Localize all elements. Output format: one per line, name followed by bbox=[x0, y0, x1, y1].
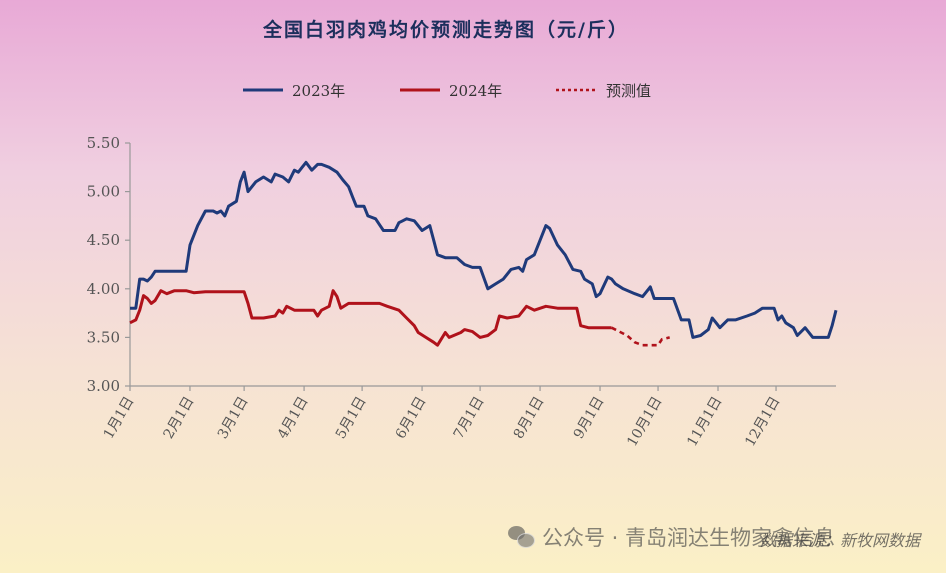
y-tick-label: 4.00 bbox=[87, 280, 120, 298]
y-tick-label: 5.50 bbox=[87, 134, 120, 152]
chart-title: 全国白羽肉鸡均价预测走势图（元/斤） bbox=[262, 18, 629, 41]
legend-label-2023: 2023年 bbox=[292, 82, 345, 100]
legend: 2023年 2024年 预测值 bbox=[243, 82, 651, 100]
y-tick-label: 3.50 bbox=[87, 328, 120, 346]
x-tick-label: 4月1日 bbox=[275, 394, 312, 442]
y-ticks: 3.00 3.50 4.00 4.50 5.00 5.50 bbox=[87, 134, 130, 395]
series-line-0 bbox=[130, 160, 838, 339]
x-tick-label: 7月1日 bbox=[451, 394, 488, 442]
x-tick-label: 11月1日 bbox=[684, 394, 725, 449]
series-line-1 bbox=[129, 289, 612, 347]
legend-label-forecast: 预测值 bbox=[606, 82, 651, 100]
x-tick-label: 3月1日 bbox=[215, 394, 252, 442]
x-tick-label: 9月1日 bbox=[571, 394, 608, 442]
x-tick-label: 2月1日 bbox=[161, 394, 198, 442]
x-ticks: 1月1日 2月1日 3月1日 4月1日 5月1日 6月1日 7月1日 8月1日 9月1日 10月1… bbox=[101, 386, 784, 449]
data-source: 数据来源：新牧网数据 bbox=[760, 531, 921, 550]
series-lines bbox=[129, 160, 838, 347]
watermark-text: 公众号 · 青岛润达生物家禽信息 bbox=[542, 526, 836, 550]
x-tick-label: 6月1日 bbox=[393, 394, 430, 442]
legend-label-2024: 2024年 bbox=[449, 82, 502, 100]
x-tick-label: 12月1日 bbox=[742, 394, 783, 449]
x-tick-label: 10月1日 bbox=[624, 394, 665, 449]
y-tick-label: 4.50 bbox=[87, 231, 120, 249]
x-tick-label: 1月1日 bbox=[101, 394, 138, 442]
x-tick-label: 8月1日 bbox=[511, 394, 548, 442]
x-tick-label: 5月1日 bbox=[333, 394, 370, 442]
series-line-2 bbox=[611, 326, 671, 347]
y-tick-label: 3.00 bbox=[87, 377, 120, 395]
watermark: 公众号 · 青岛润达生物家禽信息 bbox=[508, 522, 835, 552]
y-tick-label: 5.00 bbox=[87, 183, 120, 201]
wechat-icon bbox=[508, 526, 535, 548]
